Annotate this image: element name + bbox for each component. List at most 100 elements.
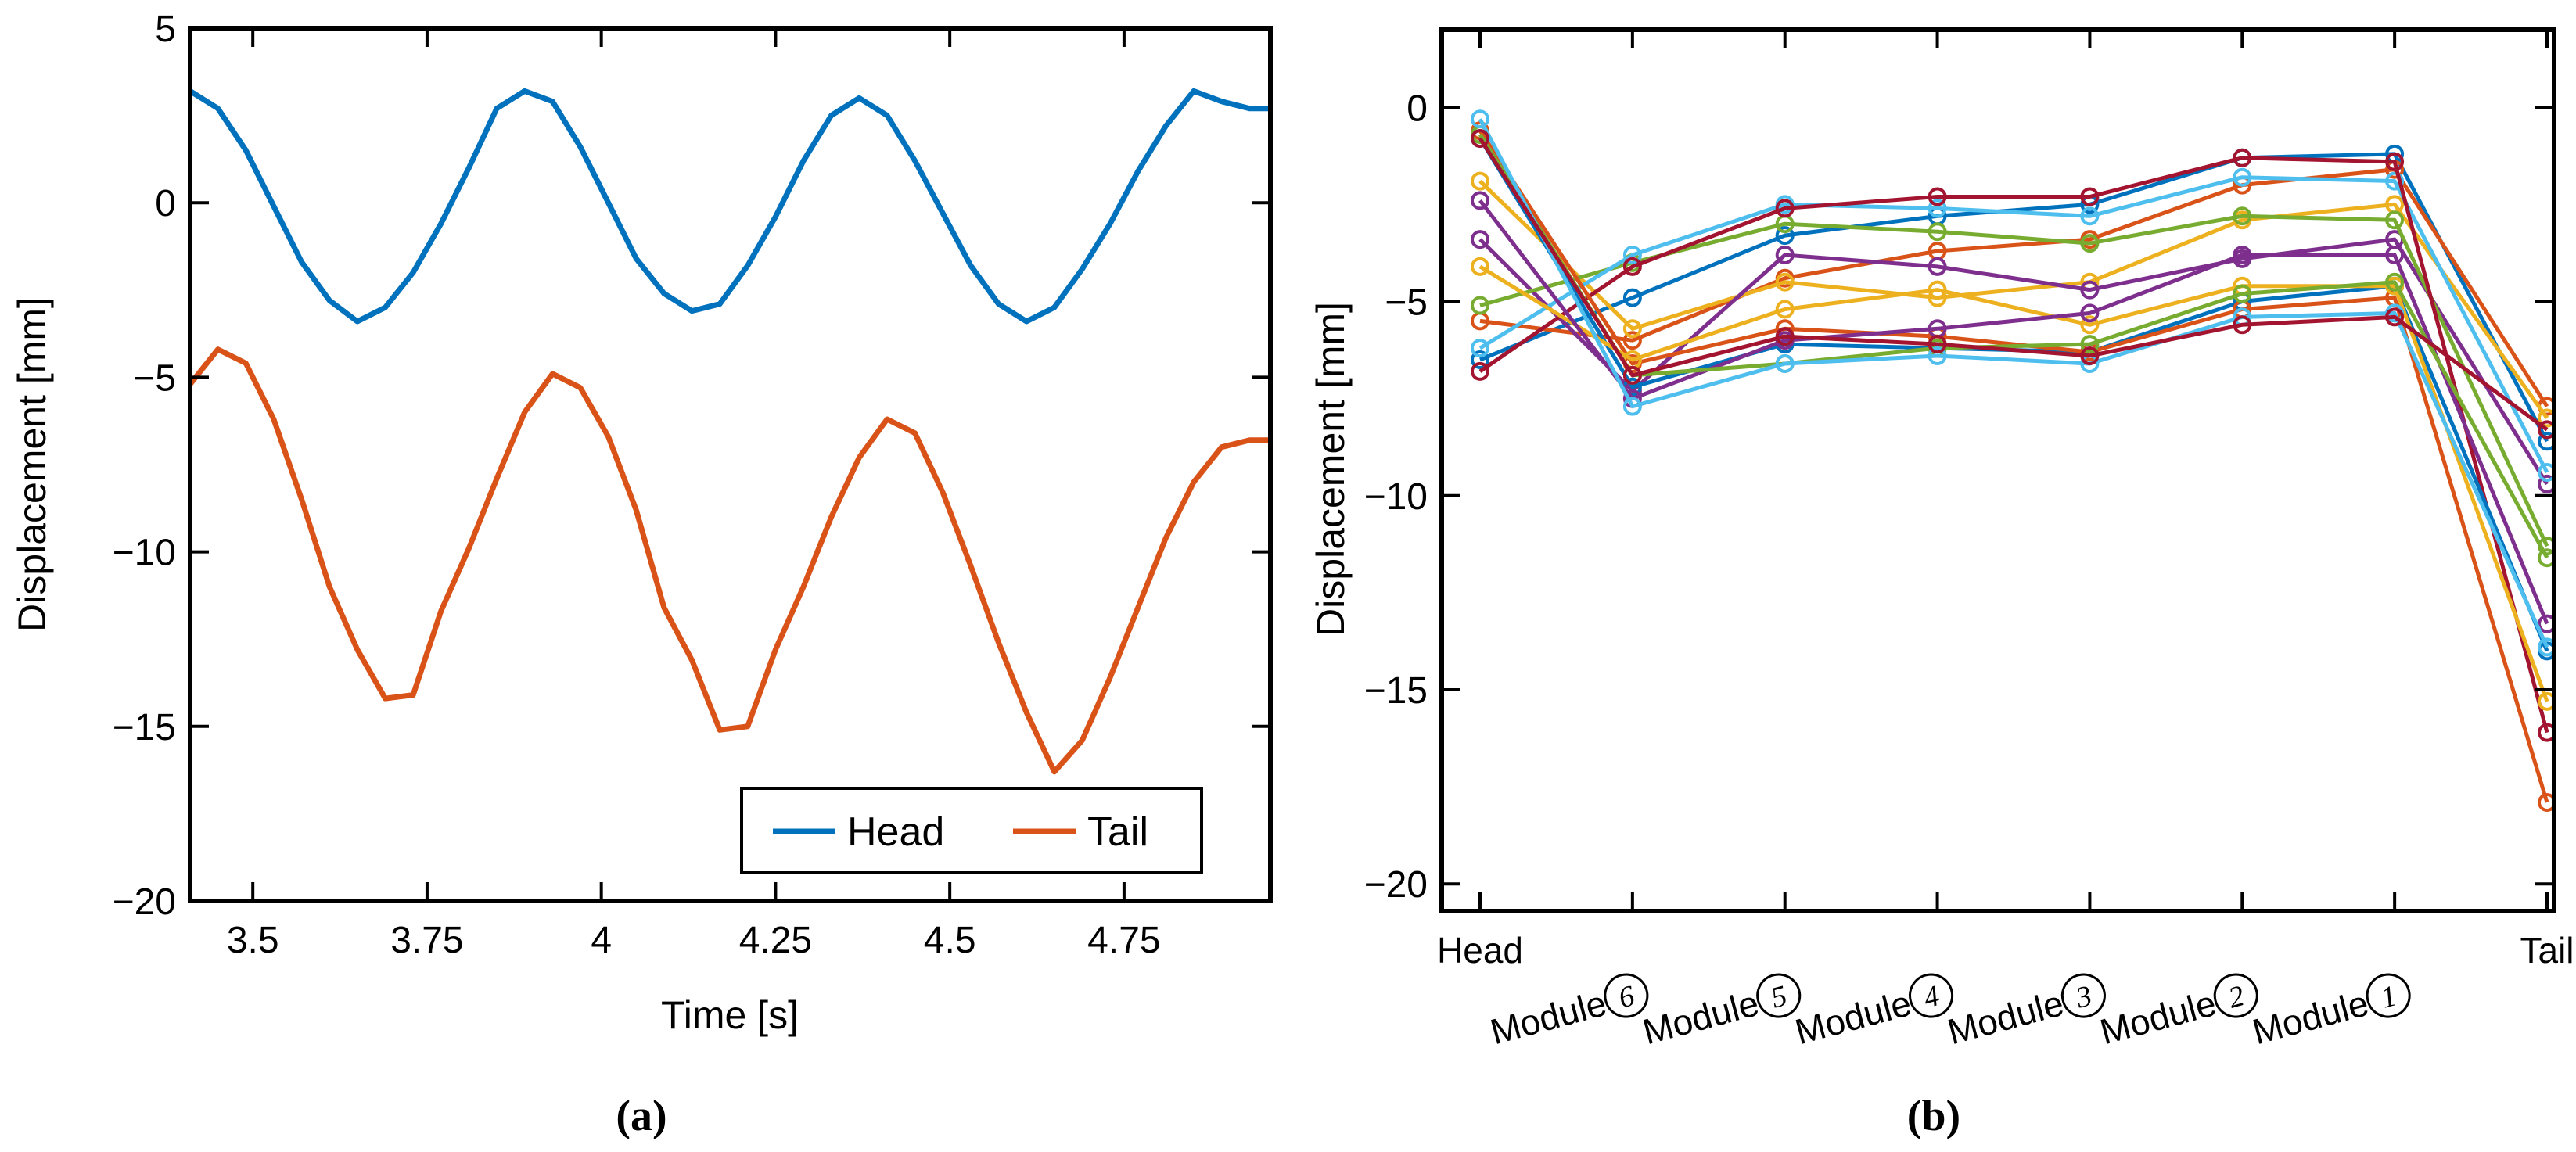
chart-b-point-s7 — [1775, 199, 1795, 218]
chart-b-point-s1 — [1622, 288, 1642, 307]
chart-b-point-s7 — [1622, 257, 1642, 276]
chart-b-module-badge-circle — [2213, 973, 2258, 1018]
chart-b-point-s7 — [2385, 152, 2405, 171]
chart-b-series-line-s13 — [1478, 118, 2549, 648]
chart-b-point-s4 — [1471, 230, 1489, 249]
chart-a-series-line-tail — [188, 346, 1270, 775]
chart-a-series-line-head — [189, 88, 1270, 325]
chart-a-ticks-group: 3.5 3.75 4 4.25 4.5 4.75 5 0 −5 −10 −15 −20 — [113, 9, 1270, 961]
chart-a-panel-label: (a) — [616, 1092, 666, 1140]
chart-b-series-line-s12 — [1478, 133, 2549, 559]
chart-b-point-s7 — [1928, 187, 1947, 206]
chart-b-x-tick-label: Module — [2248, 982, 2373, 1052]
chart-b-module-badge-number: 5 — [1768, 979, 1791, 1014]
chart-b-module-badge-circle — [1909, 973, 1954, 1018]
chart-b-y-tick-label: −15 — [1364, 670, 1428, 712]
chart-b-x-tick-label-module: Module 5 — [1638, 973, 1802, 1052]
chart-b-y-tick-label: −20 — [1364, 864, 1428, 906]
chart-a-x-tick-label: 4.75 — [1087, 920, 1160, 961]
chart-b-y-tick-label: 0 — [1407, 88, 1428, 129]
chart-a-legend: Head Tail — [740, 787, 1203, 874]
chart-b-series-line-s11 — [1478, 199, 2549, 625]
chart-b-y-tick-label: −5 — [1385, 282, 1428, 324]
chart-b-point-s10 — [2080, 315, 2100, 335]
chart-b-series-line-s6 — [1478, 175, 2549, 474]
chart-b-point-s6 — [2233, 167, 2252, 187]
chart-b-point-s2 — [1622, 331, 1642, 350]
chart-a-y-tick-label: −15 — [113, 707, 176, 748]
chart-b-point-s7 — [1471, 361, 1489, 381]
chart-b-point-s6 — [1928, 199, 1947, 218]
chart-b-point-s11 — [2385, 246, 2405, 264]
chart-b-panel-label: (b) — [1907, 1092, 1960, 1140]
chart-a-legend-label-head: Head — [847, 809, 944, 855]
chart-a-x-tick-label: 3.75 — [390, 920, 463, 961]
chart-b-point-s14 — [1928, 335, 1947, 354]
chart-b-x-tick-label: Head — [1437, 930, 1523, 971]
chart-b-point-s5 — [1928, 222, 1947, 242]
chart-b-series-group — [1471, 109, 2556, 812]
chart-b-point-s6 — [1471, 339, 1489, 358]
chart-b-module-badge-number: 3 — [2071, 979, 2095, 1015]
chart-a-x-tick-label: 4 — [591, 920, 612, 961]
chart-b-x-tick-label: Module — [1486, 982, 1611, 1052]
chart-b-x-tick-label: Module — [1638, 982, 1762, 1052]
chart-b-x-tick-label-module: Module 1 — [2248, 973, 2411, 1052]
chart-b-y-tick-label: −10 — [1364, 476, 1428, 518]
chart-a-y-tick-label: −10 — [113, 533, 176, 574]
chart-b-module-badge-number: 1 — [2377, 979, 2400, 1014]
chart-b-module-badge-number: 2 — [2225, 979, 2247, 1014]
chart-b-point-s11 — [2080, 303, 2100, 323]
chart-b-point-s5 — [2080, 234, 2100, 253]
chart-b-x-tick-label-module: Module 6 — [1486, 973, 1649, 1052]
chart-b-point-s4 — [2080, 280, 2100, 300]
chart-b-point-s6 — [2385, 171, 2405, 191]
chart-a-y-tick-label: −5 — [133, 357, 176, 399]
chart-b-point-s3 — [1471, 171, 1489, 191]
chart-b-point-s14 — [1622, 365, 1642, 385]
chart-b-point-s14 — [2080, 346, 2100, 365]
chart-b-point-s3 — [1622, 319, 1642, 339]
chart-b-point-s1 — [1775, 226, 1795, 246]
chart-b-x-tick-label-module: Module 2 — [2096, 973, 2258, 1052]
chart-b-point-s10 — [1928, 280, 1947, 300]
chart-b-series-line-s14 — [1478, 137, 2549, 432]
chart-b-point-s10 — [1471, 257, 1489, 276]
chart-a-y-tick-label: 0 — [155, 183, 176, 224]
chart-b-point-s4 — [1928, 257, 1947, 276]
chart-a-series-group — [188, 88, 1270, 775]
chart-b-point-s10 — [1775, 300, 1795, 319]
chart-b-point-s7 — [2080, 187, 2100, 206]
chart-b-x-tick-label-module: Module 3 — [1943, 973, 2106, 1052]
chart-b-x-tick-label: Module — [1943, 982, 2068, 1052]
chart-b-plot-frame — [1439, 27, 2556, 913]
chart-a-x-tick-label: 4.5 — [924, 920, 976, 961]
chart-b-series-line-s3 — [1478, 179, 2549, 419]
chart-b-point-s7 — [2233, 148, 2252, 167]
chart-a-x-tick-label: 3.5 — [227, 920, 279, 961]
chart-b-point-s12 — [2080, 335, 2100, 354]
chart-b-module-badge-circle — [2366, 973, 2411, 1018]
chart-b-point-s12 — [2233, 284, 2252, 303]
chart-a-y-axis-label: Displacement [mm] — [10, 297, 54, 632]
chart-b-point-s1 — [1471, 350, 1489, 369]
chart-b-module-badge-circle — [1756, 973, 1802, 1018]
chart-b-x-tick-label: Module — [1791, 982, 1915, 1052]
chart-b-point-s13 — [1928, 346, 1947, 365]
chart-b-point-s13 — [1622, 397, 1642, 416]
chart-b-point-s6 — [1622, 246, 1642, 264]
chart-b-point-s5 — [2233, 206, 2252, 226]
chart-b-x-tick-label: Tail — [2520, 930, 2574, 971]
chart-b-point-s14 — [2385, 307, 2405, 327]
chart-a-y-tick-label: −20 — [113, 881, 176, 923]
chart-b-point-s6 — [2080, 206, 2100, 226]
chart-a-y-tick-label: 5 — [155, 9, 176, 50]
chart-b-module-badge-number: 4 — [1920, 979, 1942, 1014]
chart-b-series-line-s9 — [1478, 129, 2549, 803]
chart-b-point-s14 — [1775, 327, 1795, 346]
chart-b-point-s12 — [2385, 272, 2405, 292]
chart-b-x-tick-label-module: Module 4 — [1791, 973, 1954, 1052]
